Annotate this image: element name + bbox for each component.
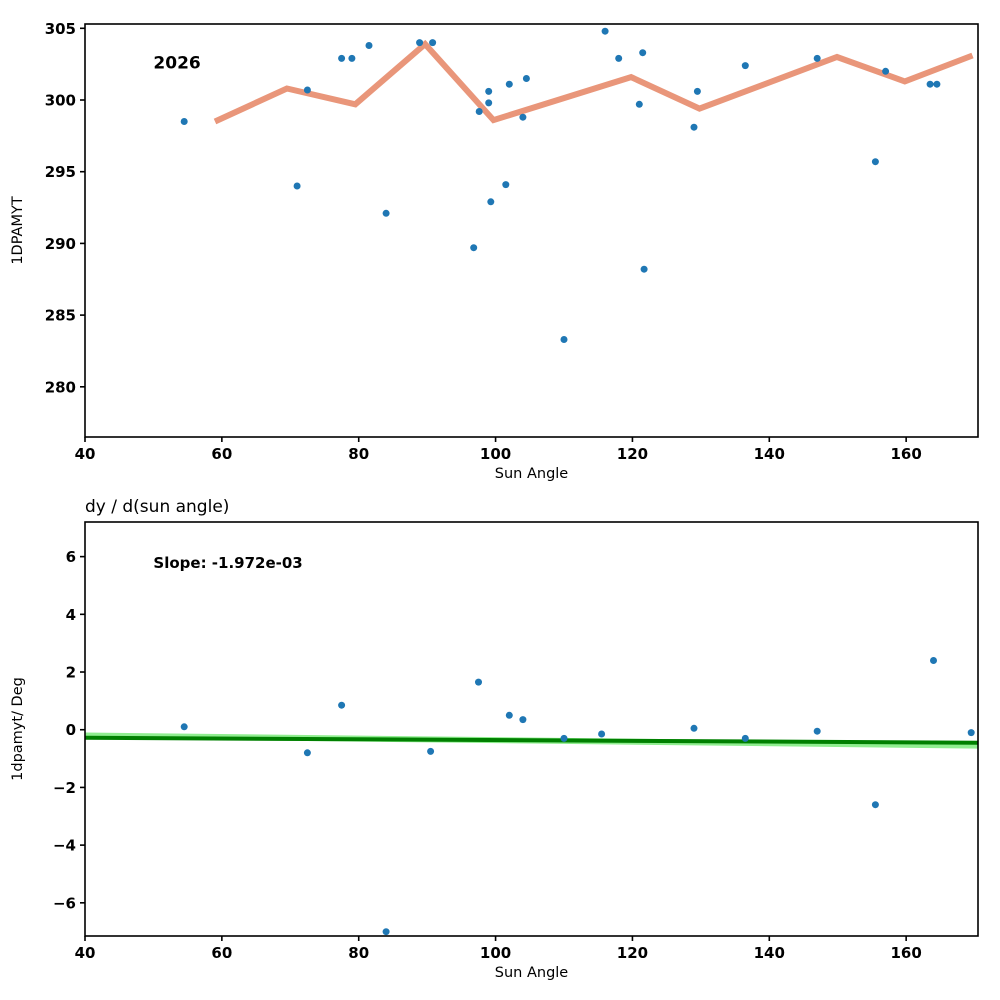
scatter-point xyxy=(693,87,701,95)
scatter-point xyxy=(293,182,301,190)
scatter-point xyxy=(690,123,698,131)
scatter-point xyxy=(871,158,879,166)
scatter-point xyxy=(560,734,568,742)
scatter-point xyxy=(348,54,356,62)
axes-frame xyxy=(84,521,979,937)
scatter-point xyxy=(813,54,821,62)
x-tick-label: 140 xyxy=(754,445,785,463)
scatter-point xyxy=(180,723,188,731)
scatter-point xyxy=(926,80,934,88)
scatter-point xyxy=(382,209,390,217)
axes-frame xyxy=(84,23,979,438)
y-tick-label: 6 xyxy=(66,548,76,566)
x-tick-label: 80 xyxy=(348,445,369,463)
y-tick-label: 280 xyxy=(45,378,76,396)
scatter-point xyxy=(382,928,390,936)
scatter-point xyxy=(741,62,749,70)
scatter-point xyxy=(519,113,527,121)
year-label: 2026 xyxy=(153,53,200,73)
y-tick-label: 285 xyxy=(45,307,76,325)
x-tick-label: 100 xyxy=(480,445,511,463)
scatter-point xyxy=(967,729,975,737)
x-tick-label: 60 xyxy=(211,445,232,463)
scatter-point xyxy=(427,747,435,755)
daily-measurements-points xyxy=(180,27,941,343)
y-tick-label: 305 xyxy=(45,20,76,38)
scatter-point xyxy=(635,100,643,108)
scatter-point xyxy=(615,54,623,62)
scatter-point xyxy=(338,701,346,709)
scatter-point xyxy=(933,80,941,88)
y-tick-label: 300 xyxy=(45,92,76,110)
scatter-point xyxy=(303,749,311,757)
scatter-point xyxy=(180,118,188,125)
y-tick-label: 0 xyxy=(66,721,76,739)
x-tick-label: 140 xyxy=(754,944,785,962)
y-tick-label: −4 xyxy=(53,837,76,855)
scatter-point xyxy=(598,730,606,738)
scatter-point xyxy=(639,49,647,57)
y-tick-label: −2 xyxy=(53,779,76,797)
y-tick-label: 290 xyxy=(45,235,76,253)
scatter-point xyxy=(365,42,373,49)
scatter-point xyxy=(338,54,346,62)
scatter-point xyxy=(560,336,568,343)
derivative-points-points xyxy=(180,657,975,936)
y-tick-label: 4 xyxy=(66,606,76,624)
y-tick-label: −6 xyxy=(53,894,76,912)
x-tick-label: 40 xyxy=(75,445,96,463)
scatter-point xyxy=(882,67,890,75)
scatter-point xyxy=(505,80,513,88)
x-tick-label: 160 xyxy=(890,445,921,463)
x-tick-label: 100 xyxy=(480,944,511,962)
y-tick-label: 295 xyxy=(45,163,76,181)
chart-bottom: 40 60 80 100 120 140 160 −6 −4 −2 0 2 4 6 Sun Angle 1dp… xyxy=(10,497,979,981)
scatter-point xyxy=(871,801,879,809)
x-tick-label: 40 xyxy=(75,944,96,962)
y-tick-label: 2 xyxy=(66,664,76,682)
scatter-point xyxy=(487,198,495,206)
chart-top: 40 60 80 100 120 140 160 280 285 290 295 300 305 Sun … xyxy=(10,20,979,482)
scatter-point xyxy=(485,87,493,95)
scatter-point xyxy=(601,27,609,35)
x-tick-label: 60 xyxy=(211,944,232,962)
scatter-point xyxy=(470,244,478,252)
linear-fit-line xyxy=(84,735,979,745)
scatter-point xyxy=(485,99,493,107)
scatter-point xyxy=(690,724,698,732)
scatter-point xyxy=(475,108,483,115)
scatter-point xyxy=(813,727,821,735)
scatter-point xyxy=(522,75,530,82)
x-tick-label: 120 xyxy=(617,944,648,962)
scatter-point xyxy=(303,86,311,94)
x-tick-label: 120 xyxy=(617,445,648,463)
smoothed-trend-line xyxy=(213,39,974,125)
scatter-point xyxy=(416,39,424,47)
x-tick-label: 160 xyxy=(890,944,921,962)
y-axis-label: 1DPAMYT xyxy=(10,196,26,264)
slope-label: Slope: -1.972e-03 xyxy=(153,554,302,572)
scatter-point xyxy=(640,265,648,273)
x-axis-label: Sun Angle xyxy=(495,965,569,981)
scatter-point xyxy=(930,657,937,664)
scatter-point xyxy=(475,678,482,686)
y-axis-label: 1dpamyt/ Deg xyxy=(10,677,26,781)
x-tick-label: 80 xyxy=(348,944,369,962)
chart-title: dy / d(sun angle) xyxy=(85,497,229,517)
scatter-point xyxy=(741,734,749,742)
scatter-point xyxy=(502,181,510,189)
scatter-point xyxy=(429,39,437,47)
scatter-point xyxy=(505,711,513,719)
scatter-point xyxy=(519,716,527,724)
x-axis-label: Sun Angle xyxy=(495,466,569,482)
